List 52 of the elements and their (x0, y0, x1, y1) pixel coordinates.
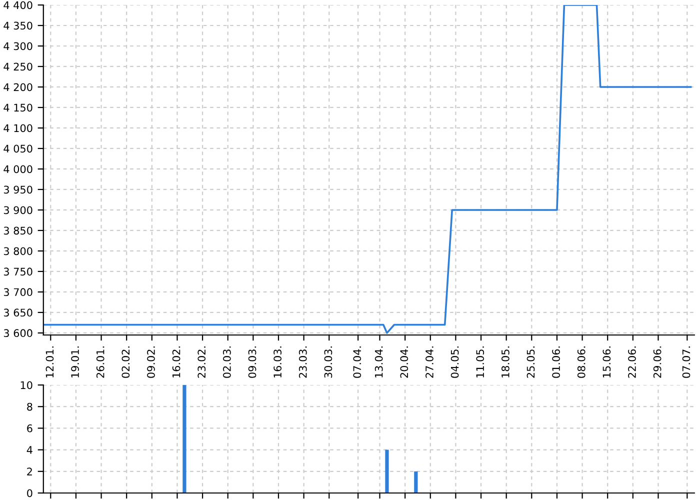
y-tick-label: 6 (27, 424, 32, 432)
y-tick-label: 4 100 (4, 124, 32, 132)
y-tick-label: 4 150 (4, 104, 32, 112)
x-tick-label: 23.03. (298, 346, 307, 378)
x-tick-label: 02.03. (222, 346, 231, 378)
y-tick-label: 3 900 (4, 206, 32, 214)
y-tick-label: 3 700 (4, 288, 32, 296)
x-tick-label: 04.05. (450, 346, 459, 378)
x-tick-label: 22.06. (628, 346, 636, 378)
x-tick-label: 16.03. (274, 346, 282, 378)
x-tick-label: 29.06. (653, 346, 662, 378)
y-tick-label: 4 (26, 446, 32, 454)
x-tick-label: 07.04. (353, 346, 362, 378)
x-tick-label: 23.02. (198, 346, 206, 378)
x-tick-label: 01.06. (552, 346, 560, 378)
x-tick-label: 18.05. (501, 346, 510, 378)
y-tick-label: 3 650 (4, 308, 32, 317)
x-tick-label: 19.01. (71, 346, 79, 378)
y-tick-label: 3 850 (4, 226, 32, 235)
x-tick-label: 30.03. (324, 346, 332, 378)
y-tick-label: 10 (20, 381, 32, 390)
bar (414, 471, 418, 493)
y-tick-label: 3 750 (4, 268, 32, 276)
x-tick-label: 15.06. (602, 346, 611, 378)
x-tick-label: 16.02. (172, 346, 180, 378)
y-tick-label: 3 800 (4, 247, 32, 256)
x-tick-label: 07.07. (682, 346, 690, 378)
x-tick-label: 26.01. (96, 346, 104, 378)
y-tick-label: 2 (27, 468, 32, 476)
bar (182, 385, 186, 493)
y-tick-label: 4 200 (4, 83, 32, 92)
y-tick-label: 3 600 (4, 329, 32, 338)
bar (385, 450, 389, 493)
y-tick-label: 4 250 (4, 62, 32, 71)
x-tick-label: 27.04. (426, 346, 434, 378)
x-tick-label: 08.06. (577, 346, 586, 378)
x-tick-label: 09.02. (147, 346, 155, 378)
y-tick-label: 0 (27, 489, 32, 498)
x-tick-label: 13.04. (374, 346, 383, 378)
x-tick-label: 20.04. (400, 346, 408, 378)
x-tick-label: 09.03. (248, 346, 256, 378)
x-tick-label: 25.05. (526, 346, 535, 378)
y-tick-label: 4 000 (4, 165, 32, 174)
y-tick-label: 4 350 (4, 22, 32, 30)
x-tick-label: 12.01. (46, 346, 54, 378)
y-tick-label: 4 400 (4, 1, 32, 10)
y-tick-label: 4 300 (4, 42, 32, 50)
y-tick-label: 3 950 (4, 186, 32, 194)
y-tick-label: 4 050 (4, 144, 32, 153)
y-tick-label: 8 (27, 402, 32, 411)
x-tick-label: 11.05. (476, 346, 484, 378)
x-tick-label: 02.02. (122, 346, 130, 378)
